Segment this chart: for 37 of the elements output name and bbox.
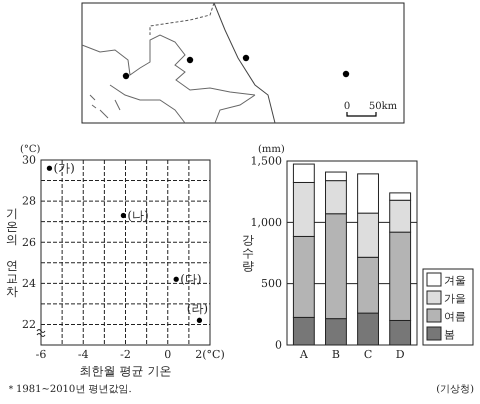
point <box>174 276 179 282</box>
text: 0 <box>344 101 350 112</box>
x-tick-label: A <box>298 348 309 361</box>
text: (°C) <box>20 144 41 155</box>
y-tick-label: 1,500 <box>250 154 282 168</box>
y-tick-label: 1,000 <box>250 216 282 229</box>
legend-label: 봄 <box>444 328 455 341</box>
text: ＊1981~2010년 평년값임. <box>6 384 132 395</box>
point <box>120 212 126 218</box>
y-axis-title: 강수량 <box>242 233 254 273</box>
legend-label: 가을 <box>444 292 466 305</box>
x-tick-label: 2(°C) <box>195 348 225 361</box>
text: (mm) <box>258 144 285 155</box>
x-axis-title: 최한월 평균 기온 <box>80 364 172 378</box>
x-tick-label: B <box>332 348 340 361</box>
x-tick-label: 0 <box>164 348 172 361</box>
y-tick-label: 28 <box>22 194 36 208</box>
x-tick-label: C <box>364 348 372 361</box>
y-tick-label: 24 <box>22 276 36 290</box>
y-axis-title: 기온의 연교차 <box>6 206 18 298</box>
point <box>46 166 52 171</box>
y-tick-label: 0 <box>275 338 282 352</box>
y-tick-label: 26 <box>22 236 36 249</box>
x-tick-label: -4 <box>78 348 89 361</box>
y-tick-label: 500 <box>261 277 282 290</box>
point <box>196 318 202 323</box>
legend-label: 겨울 <box>444 274 466 287</box>
x-tick-label: -2 <box>120 348 131 361</box>
text: 50km <box>368 101 398 112</box>
y-tick-label: 30 <box>22 154 36 167</box>
annotation: (다) <box>180 272 202 286</box>
text: (기상청) <box>436 384 474 395</box>
y-tick-label: 22 <box>22 318 36 331</box>
legend-label: 여름 <box>444 310 466 323</box>
x-tick-label: D <box>396 348 405 361</box>
x-tick-label: -6 <box>36 348 46 361</box>
annotation: (가) <box>53 161 75 176</box>
